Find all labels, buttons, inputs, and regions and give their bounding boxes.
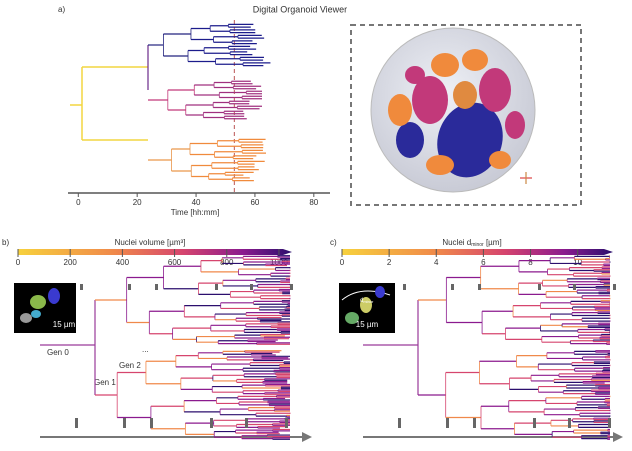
axis-label: Time [hh:mm]	[171, 208, 220, 217]
x-tick-label: 20	[133, 198, 142, 207]
inset	[14, 283, 76, 333]
colorbar	[342, 249, 613, 255]
gen-tick	[451, 284, 454, 290]
colorbar-title: Nuclei volume [µm³]	[115, 238, 186, 247]
gen-tick	[446, 418, 449, 428]
gen-tick	[245, 418, 248, 428]
cbar-tick-label: 0	[16, 258, 21, 267]
cbar-tick-label: 4	[434, 258, 439, 267]
annotation: ...	[142, 345, 149, 354]
gen-tick	[538, 284, 541, 290]
gen-tick	[290, 284, 293, 290]
panel-label: b)	[2, 238, 9, 247]
x-tick-label: 0	[76, 198, 81, 207]
gen-tick	[80, 284, 83, 290]
time-arrows	[40, 432, 623, 442]
x-tick-label: 40	[192, 198, 201, 207]
gen-tick	[473, 418, 476, 428]
scale-bar: 15 µm	[356, 320, 379, 329]
cbar-tick-label: 600	[168, 258, 182, 267]
x-tick-label: 60	[250, 198, 259, 207]
cbar-tick-label: 10	[573, 258, 582, 267]
cbar-tick-label: 2	[387, 258, 392, 267]
inset	[339, 283, 395, 333]
annotation: Gen 0	[47, 348, 69, 357]
panel-title: Digital Organoid Viewer	[253, 4, 347, 14]
cbar-tick-label: 200	[64, 258, 78, 267]
cbar-tick-label: 8	[528, 258, 533, 267]
colorbar	[18, 249, 292, 255]
colorbar-title: Nuclei dminor [µm]	[442, 238, 501, 248]
gen-tick	[215, 284, 218, 290]
gen-tick	[150, 418, 153, 428]
gen-tick	[210, 418, 213, 428]
gen-tick	[613, 284, 616, 290]
gen-tick	[75, 418, 78, 428]
gen-tick	[128, 284, 131, 290]
panel-label: a)	[58, 5, 65, 14]
cbar-tick-label: 800	[220, 258, 234, 267]
gen-tick	[573, 284, 576, 290]
gen-tick	[533, 418, 536, 428]
gen-tick	[398, 418, 401, 428]
inset-label: dminor	[360, 298, 374, 304]
gen-tick	[568, 418, 571, 428]
gen-tick	[123, 418, 126, 428]
gen-tick	[250, 284, 253, 290]
annotation: Gen 2	[119, 361, 141, 370]
cbar-tick-label: 0	[340, 258, 345, 267]
gen-tick	[478, 284, 481, 290]
gen-tick	[403, 284, 406, 290]
gen-tick	[155, 284, 158, 290]
gen-tick	[608, 418, 611, 428]
annotation: Gen 1	[94, 378, 116, 387]
gen-tick	[285, 418, 288, 428]
x-tick-label: 80	[309, 198, 318, 207]
cbar-tick-label: 400	[116, 258, 130, 267]
panel-label: c)	[330, 238, 337, 247]
scale-bar: 15 µm	[53, 320, 76, 329]
cbar-tick-label: 6	[481, 258, 486, 267]
organoid-view	[350, 24, 582, 206]
